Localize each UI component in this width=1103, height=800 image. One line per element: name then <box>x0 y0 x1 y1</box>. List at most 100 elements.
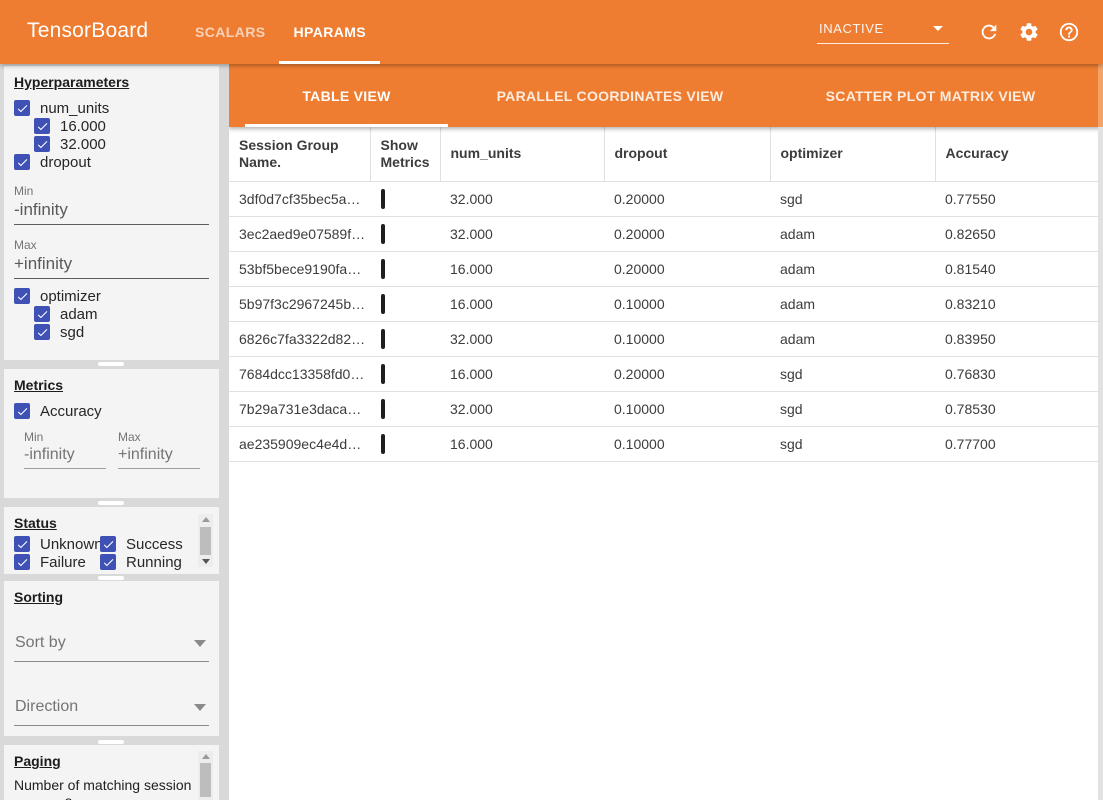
checkbox-optimizer-adam[interactable]: adam <box>34 305 209 323</box>
num-units-value: 16.000 <box>440 426 604 462</box>
checked-checkbox-icon <box>14 100 30 116</box>
accuracy-value: 0.76830 <box>935 356 1103 392</box>
checkbox-label: num_units <box>40 99 110 117</box>
refresh-icon[interactable] <box>978 21 1000 43</box>
dropout-min-input[interactable] <box>14 199 209 225</box>
checked-checkbox-icon <box>14 554 30 570</box>
checkbox-label: Running <box>126 553 182 571</box>
show-metrics-checkbox[interactable] <box>381 223 385 244</box>
panel-resize-handle[interactable] <box>98 740 124 744</box>
show-metrics-checkbox[interactable] <box>381 363 385 384</box>
session-group-name: 53bf5bece9190fa… <box>229 251 370 287</box>
checked-checkbox-icon <box>14 154 30 170</box>
optimizer-value: sgd <box>770 356 935 392</box>
checkbox-status-success[interactable]: Success <box>100 535 209 553</box>
app-bar: TensorBoard SCALARS HPARAMS INACTIVE <box>0 0 1103 64</box>
max-label: Max <box>14 238 37 252</box>
chevron-down-icon <box>194 704 206 711</box>
table-row: 6826c7fa3322d82… 32.000 0.10000 adam 0.8… <box>229 321 1103 357</box>
scroll-up-icon[interactable] <box>201 754 210 759</box>
status-dropdown[interactable]: INACTIVE <box>817 21 949 44</box>
accuracy-value: 0.83950 <box>935 321 1103 357</box>
direction-label: Direction <box>15 698 79 715</box>
checkbox-optimizer-sgd[interactable]: sgd <box>34 323 209 341</box>
col-header-dropout[interactable]: dropout <box>603 127 770 182</box>
session-group-name: 7684dcc13358fd0… <box>229 356 370 392</box>
checked-checkbox-icon <box>34 306 50 322</box>
show-metrics-checkbox[interactable] <box>381 293 385 314</box>
checkbox-label: Unknown <box>40 535 103 553</box>
table-row: 7684dcc13358fd0… 16.000 0.20000 sgd 0.76… <box>229 356 1103 392</box>
status-panel: Status Unknown Success Failure Running <box>4 507 219 574</box>
dropout-max-input[interactable] <box>14 253 209 279</box>
checkbox-status-failure[interactable]: Failure <box>14 553 100 571</box>
paging-panel: Paging Number of matching session groups… <box>4 745 219 800</box>
checkbox-label: Failure <box>40 553 86 571</box>
checked-checkbox-icon <box>34 118 50 134</box>
max-label: Max <box>118 430 141 444</box>
col-header-accuracy[interactable]: Accuracy <box>934 127 1103 182</box>
checkbox-num-units-32[interactable]: 32.000 <box>34 135 209 153</box>
table-row: 3df0d7cf35bec5a… 32.000 0.20000 sgd 0.77… <box>229 181 1103 217</box>
checked-checkbox-icon <box>14 288 30 304</box>
tab-hparams-label: HPARAMS <box>293 24 367 40</box>
hyperparameters-panel: Hyperparameters num_units 16.000 32.000 … <box>4 66 219 360</box>
accuracy-max-input[interactable] <box>118 445 200 469</box>
panel-resize-handle[interactable] <box>98 362 124 366</box>
paging-scrollbar[interactable] <box>198 751 213 800</box>
col-header-optimizer[interactable]: optimizer <box>769 127 935 182</box>
tab-table-view[interactable]: TABLE VIEW <box>245 64 448 127</box>
col-header-show-metrics[interactable]: Show Metrics <box>369 127 440 182</box>
accuracy-min-input[interactable] <box>24 445 106 469</box>
hparams-main-area: TABLE VIEW PARALLEL COORDINATES VIEW SCA… <box>229 64 1103 800</box>
checkbox-status-unknown[interactable]: Unknown <box>14 535 103 553</box>
dropout-min-field: Min <box>14 184 209 225</box>
tab-parallel-coordinates-label: PARALLEL COORDINATES VIEW <box>496 87 724 104</box>
accuracy-value: 0.81540 <box>935 251 1103 287</box>
show-metrics-checkbox[interactable] <box>381 188 385 209</box>
status-scrollbar[interactable] <box>198 514 213 567</box>
optimizer-value: adam <box>770 251 935 287</box>
show-metrics-checkbox[interactable] <box>381 398 385 419</box>
checkbox-num-units-16[interactable]: 16.000 <box>34 117 209 135</box>
checkbox-optimizer[interactable]: optimizer <box>14 287 209 305</box>
scroll-up-icon[interactable] <box>201 517 210 522</box>
panel-resize-handle[interactable] <box>98 576 124 580</box>
col-header-session-group-name[interactable]: Session Group Name. <box>229 127 370 182</box>
tab-scatter-plot-matrix-view[interactable]: SCATTER PLOT MATRIX VIEW <box>772 64 1089 127</box>
checkbox-label: 16.000 <box>60 117 106 135</box>
scroll-down-icon[interactable] <box>201 559 210 564</box>
help-icon[interactable] <box>1058 21 1080 43</box>
scrollbar-thumb[interactable] <box>200 763 211 797</box>
sort-by-select[interactable]: Sort by <box>14 631 209 662</box>
show-metrics-checkbox[interactable] <box>381 258 385 279</box>
checkbox-label: 32.000 <box>60 135 106 153</box>
checkbox-status-running[interactable]: Running <box>100 553 209 571</box>
direction-select[interactable]: Direction <box>14 695 209 726</box>
checkbox-accuracy[interactable]: Accuracy <box>14 402 209 420</box>
checkbox-dropout[interactable]: dropout <box>14 153 209 171</box>
table-row: ae235909ec4e4d… 16.000 0.10000 sgd 0.777… <box>229 426 1103 462</box>
optimizer-value: adam <box>770 286 935 322</box>
col-header-num-units[interactable]: num_units <box>439 127 604 182</box>
scrollbar-gutter[interactable] <box>1098 127 1103 800</box>
status-heading: Status <box>14 515 57 531</box>
chevron-down-icon <box>194 640 206 647</box>
tab-scatter-plot-matrix-label: SCATTER PLOT MATRIX VIEW <box>825 87 1036 104</box>
accuracy-value: 0.77700 <box>935 426 1103 462</box>
checkbox-num-units[interactable]: num_units <box>14 99 209 117</box>
status-dropdown-value: INACTIVE <box>819 20 884 36</box>
scrollbar-thumb[interactable] <box>200 526 211 555</box>
checked-checkbox-icon <box>34 324 50 340</box>
filter-sidebar: Hyperparameters num_units 16.000 32.000 … <box>0 64 229 800</box>
tab-scalars[interactable]: SCALARS <box>181 0 279 64</box>
show-metrics-checkbox[interactable] <box>381 328 385 349</box>
tab-hparams[interactable]: HPARAMS <box>279 0 381 64</box>
tab-parallel-coordinates-view[interactable]: PARALLEL COORDINATES VIEW <box>448 64 772 127</box>
panel-resize-handle[interactable] <box>98 501 124 505</box>
session-group-name: 3df0d7cf35bec5a… <box>229 181 370 217</box>
dropout-value: 0.20000 <box>604 356 770 392</box>
show-metrics-checkbox[interactable] <box>381 433 385 454</box>
optimizer-value: sgd <box>770 391 935 427</box>
gear-icon[interactable] <box>1018 21 1040 43</box>
